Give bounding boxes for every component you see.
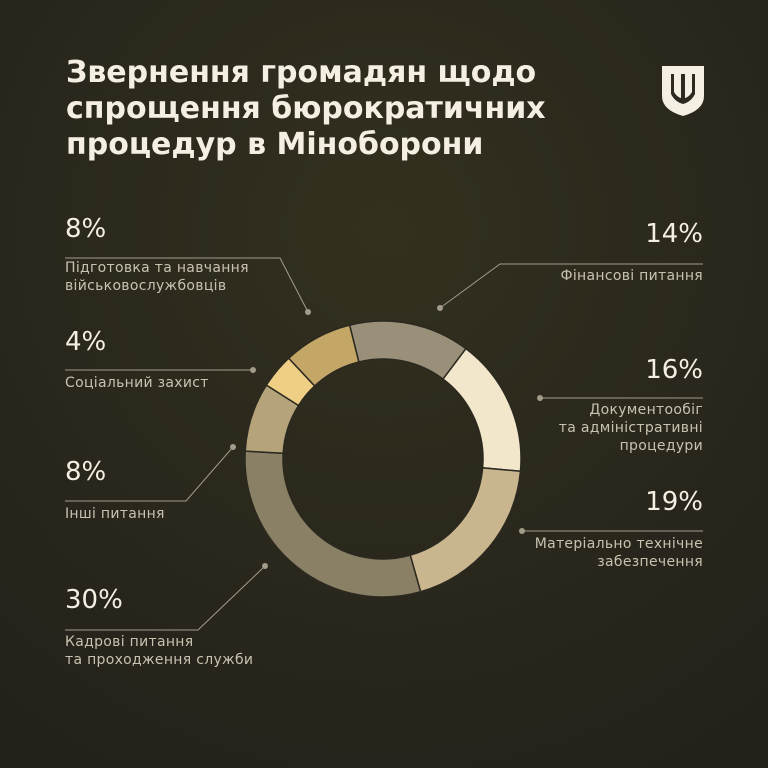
category-label: Інші питання [65,506,165,522]
category-label: процедури [620,438,703,454]
category-label: Соціальний захист [65,375,209,391]
chart-title: спрощення бюрократичних [66,91,546,126]
category-label: та адміністративні [559,420,703,436]
value-label: 14% [645,219,703,249]
logo [662,66,704,116]
chart-title: процедур в Міноборони [66,127,483,162]
value-label: 19% [645,487,703,517]
value-label: 16% [645,355,703,385]
donut-segment [287,324,360,388]
category-label: військовослужбовців [65,278,226,294]
category-label: та проходження служби [65,652,253,668]
leader-dot [305,309,311,315]
leader-line [439,263,703,309]
category-label: Документообіг [589,402,703,418]
category-label: забезпечення [597,554,703,570]
category-label: Кадрові питання [65,634,193,650]
leader-dot [537,395,543,401]
category-label: Матеріально технічне [535,536,703,552]
category-label: Фінансові питання [561,268,704,284]
value-label: 4% [65,327,106,357]
leader-line [65,257,309,313]
leader-line [65,565,266,631]
leader-dot [230,444,236,450]
chart-title: Звернення громадян щодо [66,55,536,90]
value-label: 30% [65,585,123,615]
value-label: 8% [65,457,106,487]
leader-dot [519,528,525,534]
leader-dot [250,367,256,373]
leader-dot [262,563,268,569]
leader-dot [437,305,443,311]
leader-line [65,446,234,502]
value-label: 8% [65,214,106,244]
category-label: Підготовка та навчання [65,260,249,276]
